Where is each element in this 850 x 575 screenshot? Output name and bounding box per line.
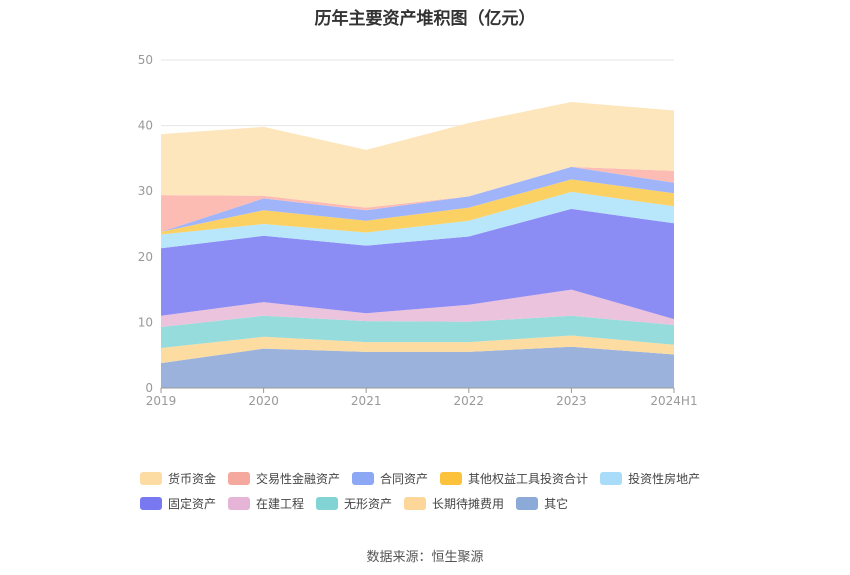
legend: 货币资金 交易性金融资产 合同资产 其他权益工具投资合计 投资性房地产固定资产 在建工程 无… (140, 470, 740, 520)
legend-swatch (600, 472, 623, 485)
legend-label: 长期待摊费用 (432, 497, 505, 511)
area-series-在建工程[interactable] (161, 289, 674, 327)
legend-label: 固定资产 (168, 497, 217, 511)
x-tick-label: 2022 (454, 394, 485, 408)
legend-swatch (352, 472, 375, 485)
y-tick-label: 20 (138, 250, 153, 264)
area-series-其他权益工具投资合计[interactable] (161, 179, 674, 235)
legend-swatch (140, 497, 162, 510)
legend-swatch (404, 497, 427, 510)
chart-title: 历年主要资产堆积图（亿元） (314, 9, 536, 29)
y-tick-label: 30 (138, 184, 153, 198)
legend-label: 合同资产 (380, 472, 429, 486)
legend-item[interactable]: 货币资金 (140, 470, 216, 487)
area-series-货币资金[interactable] (161, 102, 674, 208)
legend-item[interactable]: 在建工程 (228, 495, 304, 512)
legend-swatch (228, 472, 251, 485)
legend-label: 其它 (544, 497, 569, 511)
legend-row: 固定资产 在建工程 无形资产 长期待摊费用 其它 (140, 495, 740, 512)
legend-swatch (140, 472, 162, 485)
x-tick-label: 2021 (351, 394, 382, 408)
legend-item[interactable]: 合同资产 (352, 470, 428, 487)
legend-label: 交易性金融资产 (256, 472, 341, 486)
legend-swatch (228, 497, 251, 510)
legend-label: 其他权益工具投资合计 (468, 472, 589, 486)
area-series-group (161, 102, 674, 388)
legend-item[interactable]: 其它 (516, 495, 568, 512)
legend-swatch (316, 497, 339, 510)
y-tick-label: 10 (138, 315, 153, 329)
legend-item[interactable]: 长期待摊费用 (404, 495, 504, 512)
area-series-投资性房地产[interactable] (161, 191, 674, 249)
legend-label: 货币资金 (168, 472, 217, 486)
legend-label: 在建工程 (256, 497, 305, 511)
y-tick-label: 40 (138, 119, 153, 133)
area-series-固定资产[interactable] (161, 208, 674, 320)
data-source-note: 数据来源：恒生聚源 (366, 550, 484, 565)
x-tick-label: 2024H1 (650, 394, 697, 408)
legend-row: 货币资金 交易性金融资产 合同资产 其他权益工具投资合计 投资性房地产 (140, 470, 740, 487)
legend-swatch (440, 472, 463, 485)
x-tick-label: 2020 (248, 394, 279, 408)
legend-swatch (516, 497, 539, 510)
area-series-其它[interactable] (161, 346, 674, 388)
legend-item[interactable]: 交易性金融资产 (228, 470, 340, 487)
area-series-长期待摊费用[interactable] (161, 335, 674, 364)
axes: 2019 2020 2021 2022 2023 2024H1 (146, 387, 698, 408)
y-tick-label: 0 (145, 381, 153, 395)
y-tick-label: 50 (138, 53, 153, 67)
area-series-无形资产[interactable] (161, 315, 674, 348)
area-series-交易性金融资产[interactable] (161, 166, 674, 232)
stacked-area-chart: 0 10 20 30 40 50 2019 2020 2021 2022 2023 2024H1 (138, 53, 698, 408)
legend-item[interactable]: 其他权益工具投资合计 (440, 470, 588, 487)
legend-item[interactable]: 固定资产 (140, 495, 216, 512)
x-tick-label: 2023 (556, 394, 587, 408)
legend-item[interactable]: 投资性房地产 (600, 470, 700, 487)
area-series-合同资产[interactable] (161, 166, 674, 232)
legend-item[interactable]: 无形资产 (316, 495, 392, 512)
x-tick-label: 2019 (146, 394, 177, 408)
legend-label: 投资性房地产 (628, 472, 701, 486)
legend-label: 无形资产 (344, 497, 393, 511)
